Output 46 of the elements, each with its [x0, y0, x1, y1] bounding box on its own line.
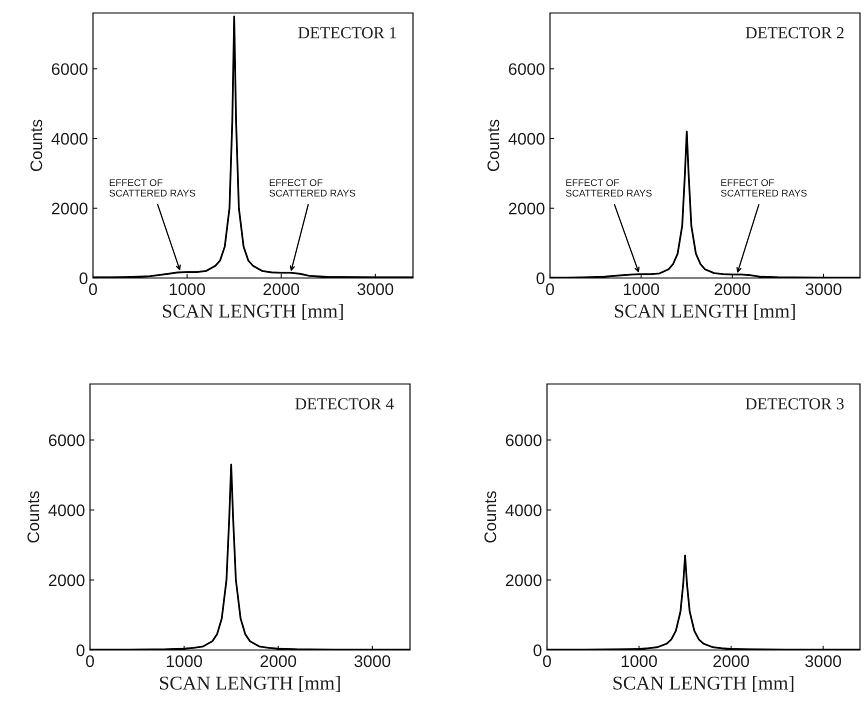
y-tick-label: 0: [534, 644, 542, 656]
annotation: EFFECT OF SCATTERED RAYS: [109, 179, 196, 197]
annotation: EFFECT OF SCATTERED RAYS: [720, 179, 807, 197]
x-tick-label: 2000: [260, 655, 296, 668]
y-tick-label: 4000: [508, 132, 544, 145]
x-axis-title: SCAN LENGTH [mm]: [163, 304, 343, 320]
y-tick-label: 6000: [508, 63, 544, 75]
x-tick-label: 3000: [357, 283, 394, 296]
y-tick-label: 0: [536, 272, 544, 284]
x-tick-label: 1000: [170, 283, 206, 296]
x-tick-label: 1000: [624, 283, 660, 296]
x-tick-label: 2000: [713, 655, 750, 668]
x-tick-label: 1000: [166, 655, 202, 668]
y-tick-label: 4000: [505, 504, 542, 516]
x-axis-title: SCAN LENGTH [mm]: [160, 676, 340, 692]
y-tick-label: 2000: [506, 574, 542, 586]
annotation: EFFECT OF SCATTERED RAYS: [566, 179, 652, 197]
y-tick-label: 4000: [48, 504, 84, 516]
x-tick-label: 0: [89, 283, 97, 296]
x-tick-label: 2000: [264, 283, 300, 296]
y-tick-label: 6000: [52, 63, 88, 75]
y-axis-title: Counts: [484, 491, 496, 543]
y-axis-title: Counts: [487, 120, 500, 172]
y-tick-label: 0: [76, 644, 84, 656]
x-axis-title: SCAN LENGTH [mm]: [615, 304, 795, 320]
x-tick-label: 1000: [622, 655, 657, 668]
y-tick-label: 2000: [48, 574, 84, 586]
text: DETECTOR 1: [298, 27, 396, 38]
y-tick-label: 2000: [508, 202, 544, 214]
x-tick-label: 0: [546, 283, 554, 296]
text: DETECTOR 4: [295, 398, 394, 410]
x-tick-label: 3000: [805, 655, 842, 668]
y-axis-title: Counts: [30, 120, 42, 172]
y-tick-label: 2000: [52, 202, 88, 214]
y-tick-label: 4000: [51, 132, 88, 145]
y-tick-label: 0: [80, 272, 88, 284]
x-tick-label: 3000: [354, 655, 390, 668]
y-tick-label: 6000: [506, 434, 542, 446]
x-tick-label: 2000: [714, 283, 750, 296]
y-tick-label: 6000: [48, 434, 84, 446]
y-axis-title: Counts: [27, 491, 40, 543]
x-tick-label: 3000: [806, 283, 842, 296]
x-axis-title: SCAN LENGTH [mm]: [614, 676, 794, 692]
text: DETECTOR 3: [746, 398, 844, 410]
text: DETECTOR 2: [746, 27, 844, 38]
annotation: EFFECT OF SCATTERED RAYS: [269, 179, 356, 197]
